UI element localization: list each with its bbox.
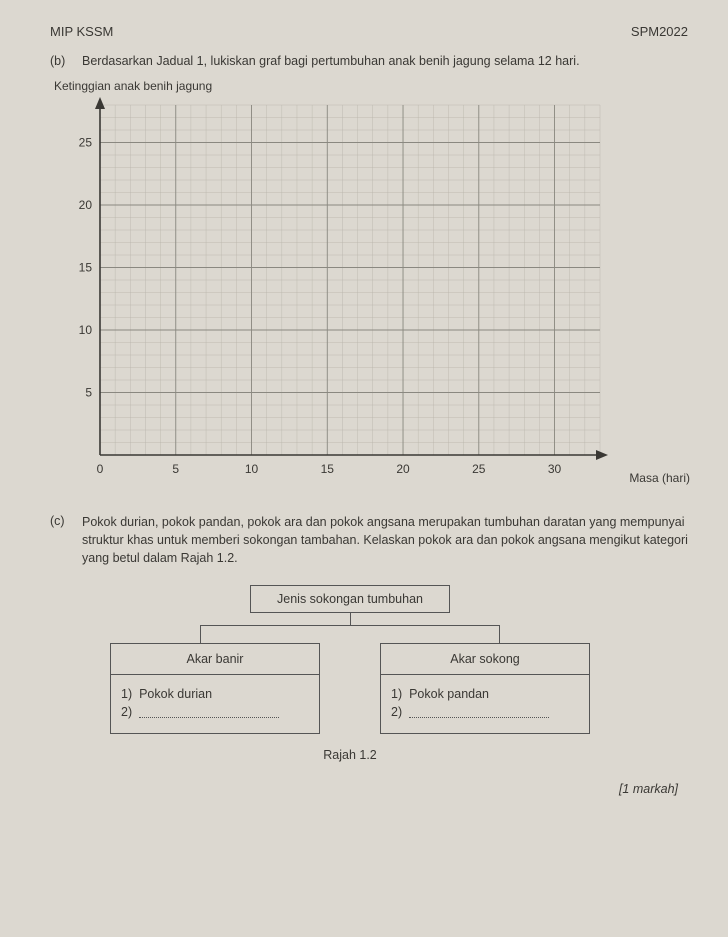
svg-text:10: 10 <box>79 323 93 337</box>
svg-text:10: 10 <box>245 462 259 476</box>
question-c-label: (c) <box>50 513 72 567</box>
branch-right-head: Akar sokong <box>380 643 590 675</box>
chart-grid: 5 10 15 20 25 0 5 10 15 20 25 30 <box>60 95 620 495</box>
branch-left-head: Akar banir <box>110 643 320 675</box>
page-header: MIP KSSM SPM2022 <box>50 24 688 39</box>
branch-right: Akar sokong 1) Pokok pandan 2) <box>380 643 590 734</box>
question-b-label: (b) <box>50 53 72 71</box>
blank-line[interactable] <box>139 708 279 718</box>
question-c: (c) Pokok durian, pokok pandan, pokok ar… <box>50 513 688 567</box>
question-b: (b) Berdasarkan Jadual 1, lukiskan graf … <box>50 53 688 71</box>
diagram-caption: Rajah 1.2 <box>110 748 590 762</box>
marks-label: [1 markah] <box>50 782 678 796</box>
branch-right-body: 1) Pokok pandan 2) <box>380 675 590 734</box>
diagram-branches: Akar banir 1) Pokok durian 2) Akar sokon… <box>110 643 590 734</box>
svg-text:20: 20 <box>79 198 93 212</box>
diagram-root: Jenis sokongan tumbuhan <box>250 585 450 613</box>
question-b-text: Berdasarkan Jadual 1, lukiskan graf bagi… <box>82 53 580 71</box>
svg-text:15: 15 <box>79 260 93 274</box>
svg-text:25: 25 <box>472 462 486 476</box>
svg-text:0: 0 <box>97 462 104 476</box>
branch-right-item2[interactable]: 2) <box>391 705 579 719</box>
header-right: SPM2022 <box>631 24 688 39</box>
svg-text:5: 5 <box>85 385 92 399</box>
chart-x-axis-label: Masa (hari) <box>629 471 690 485</box>
chart-y-axis-label: Ketinggian anak benih jagung <box>54 79 688 93</box>
classification-diagram: Jenis sokongan tumbuhan Akar banir 1) Po… <box>110 585 590 762</box>
diagram-connector <box>110 613 590 643</box>
worksheet-page: MIP KSSM SPM2022 (b) Berdasarkan Jadual … <box>0 0 728 937</box>
svg-text:5: 5 <box>172 462 179 476</box>
branch-right-item1: 1) Pokok pandan <box>391 687 579 701</box>
branch-left-item1: 1) Pokok durian <box>121 687 309 701</box>
svg-text:30: 30 <box>548 462 562 476</box>
svg-text:15: 15 <box>321 462 335 476</box>
svg-text:25: 25 <box>79 135 93 149</box>
branch-left: Akar banir 1) Pokok durian 2) <box>110 643 320 734</box>
svg-text:20: 20 <box>396 462 410 476</box>
branch-left-item2[interactable]: 2) <box>121 705 309 719</box>
header-left: MIP KSSM <box>50 24 113 39</box>
blank-line[interactable] <box>409 708 549 718</box>
branch-left-body: 1) Pokok durian 2) <box>110 675 320 734</box>
question-c-text: Pokok durian, pokok pandan, pokok ara da… <box>82 513 688 567</box>
growth-chart: 510152025051015202530 Masa (hari) <box>60 95 620 495</box>
